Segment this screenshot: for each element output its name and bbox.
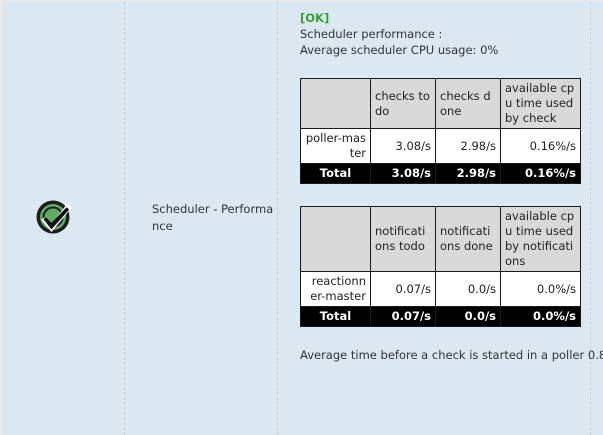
checks-row-todo: 3.08/s	[370, 128, 436, 164]
table-total-row: Total 3.08/s 2.98/s 0.16%/s	[300, 163, 581, 184]
status-cell	[32, 194, 78, 240]
checks-header-corner	[300, 78, 371, 129]
checks-total-done: 2.98/s	[435, 163, 501, 184]
status-badge: [OK]	[300, 11, 330, 25]
checks-performance-table: checks todo checks done available cpu ti…	[300, 78, 581, 184]
column-divider-1	[124, 2, 125, 435]
checks-header-cpu: available cpu time used by check	[500, 78, 581, 129]
checks-row-cpu: 0.16%/s	[500, 128, 581, 164]
cpu-usage-text: Average scheduler CPU usage: 0%	[300, 43, 499, 57]
notifications-header-done: notifications done	[435, 206, 501, 272]
checks-header-done: checks done	[435, 78, 501, 129]
notifications-row-done: 0.0/s	[435, 271, 501, 307]
notifications-total-cpu: 0.0%/s	[500, 306, 581, 327]
checks-total-todo: 3.08/s	[370, 163, 436, 184]
notifications-row-name: reactionner-master	[300, 271, 371, 307]
notifications-total-todo: 0.07/s	[370, 306, 436, 327]
table-total-row: Total 0.07/s 0.0/s 0.0%/s	[300, 306, 581, 327]
row-label: Scheduler - Performance	[152, 202, 274, 233]
checks-row-name: poller-master	[300, 128, 371, 164]
notifications-row-todo: 0.07/s	[370, 271, 436, 307]
green-check-circle-icon	[36, 200, 72, 234]
notifications-total-done: 0.0/s	[435, 306, 501, 327]
checks-header-todo: checks todo	[370, 78, 436, 129]
notifications-total-label: Total	[300, 306, 371, 327]
notifications-row-cpu: 0.0%/s	[500, 271, 581, 307]
table-header-row: notifications todo notifications done av…	[300, 206, 581, 272]
notifications-header-corner	[300, 206, 371, 272]
checks-row-done: 2.98/s	[435, 128, 501, 164]
column-divider-3	[590, 2, 591, 435]
performance-details: [OK] Scheduler performance : Average sch…	[300, 2, 603, 363]
notifications-header-todo: notifications todo	[370, 206, 436, 272]
column-divider-2	[277, 2, 278, 435]
notifications-header-cpu: available cpu time used by notifications	[500, 206, 581, 272]
performance-title: Scheduler performance :	[300, 27, 443, 41]
table-row: poller-master 3.08/s 2.98/s 0.16%/s	[300, 128, 581, 164]
checks-total-cpu: 0.16%/s	[500, 163, 581, 184]
notifications-performance-table: notifications todo notifications done av…	[300, 206, 581, 327]
average-check-start-time: Average time before a check is started i…	[300, 348, 603, 362]
table-row: reactionner-master 0.07/s 0.0/s 0.0%/s	[300, 271, 581, 307]
checks-total-label: Total	[300, 163, 371, 184]
table-header-row: checks todo checks done available cpu ti…	[300, 78, 581, 129]
